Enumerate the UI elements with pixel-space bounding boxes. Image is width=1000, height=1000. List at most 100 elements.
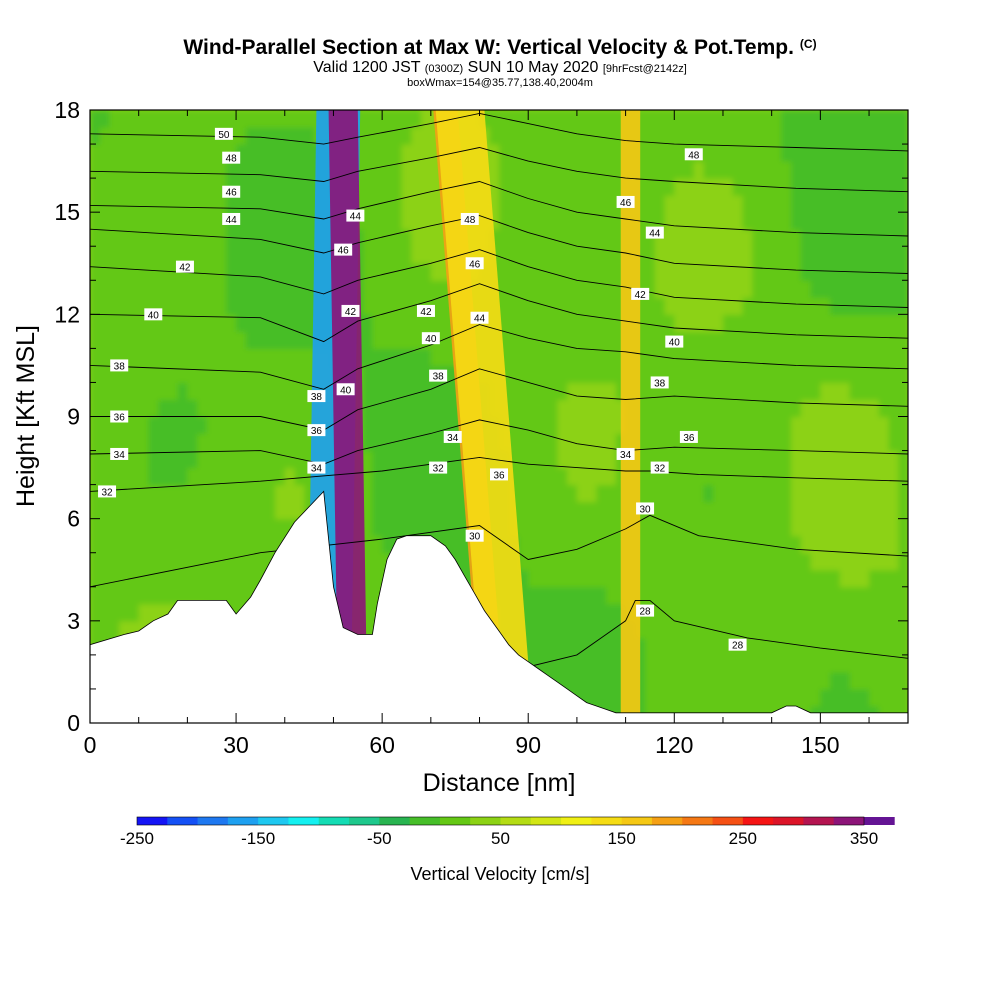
field-cell xyxy=(197,178,208,196)
field-cell xyxy=(557,365,568,384)
contour-label: 44 xyxy=(226,215,238,226)
field-cell xyxy=(401,297,412,315)
field-cell xyxy=(664,620,675,639)
field-cell xyxy=(830,127,841,145)
field-cell xyxy=(800,144,812,162)
field-cell xyxy=(596,365,607,384)
field-cell xyxy=(664,484,675,503)
field-cell xyxy=(372,484,383,503)
field-cell xyxy=(898,382,908,401)
field-cell xyxy=(742,433,753,452)
field-cell xyxy=(596,144,607,162)
field-cell xyxy=(606,501,617,520)
field-cell xyxy=(742,280,753,298)
field-cell xyxy=(177,501,188,520)
field-cell xyxy=(800,671,812,690)
field-cell xyxy=(304,195,315,213)
field-cell xyxy=(791,501,802,520)
field-cell xyxy=(294,331,305,349)
field-cell xyxy=(236,127,247,145)
field-cell xyxy=(99,178,111,196)
field-cell xyxy=(158,399,169,418)
field-cell xyxy=(362,280,374,298)
field-cell xyxy=(460,535,471,554)
field-cell xyxy=(781,501,792,520)
field-cell xyxy=(177,314,188,332)
field-cell xyxy=(362,450,374,469)
field-cell xyxy=(859,450,870,469)
colorbar-swatch xyxy=(773,817,804,825)
field-cell xyxy=(713,246,724,264)
field-cell xyxy=(187,399,198,418)
field-cell xyxy=(177,569,188,588)
field-cell xyxy=(109,195,120,213)
field-cell xyxy=(547,637,559,656)
field-cell xyxy=(878,518,890,537)
field-cell xyxy=(703,314,714,332)
field-cell xyxy=(245,365,257,384)
field-cell xyxy=(148,212,159,230)
field-cell xyxy=(869,416,880,435)
field-cell xyxy=(830,297,841,315)
field-cell xyxy=(654,569,666,588)
field-cell xyxy=(245,212,257,230)
field-cell xyxy=(499,178,510,196)
contour-label-box xyxy=(728,638,747,651)
field-cell xyxy=(586,637,597,656)
field-cell xyxy=(752,637,763,656)
field-cell xyxy=(236,484,247,503)
field-cell xyxy=(109,382,120,401)
field-cell xyxy=(654,110,666,128)
field-cell xyxy=(635,178,646,196)
field-cell xyxy=(820,569,831,588)
field-cell xyxy=(236,280,247,298)
field-cell xyxy=(684,280,695,298)
field-cell xyxy=(830,382,841,401)
field-cell xyxy=(138,331,150,349)
field-cell xyxy=(586,535,597,554)
field-cell xyxy=(596,382,607,401)
field-cell xyxy=(888,331,899,349)
field-cell xyxy=(810,637,821,656)
contour-label-box xyxy=(307,390,326,403)
field-cell xyxy=(878,263,890,281)
field-cell xyxy=(878,297,890,315)
field-cell xyxy=(684,161,695,179)
field-cell xyxy=(362,348,374,367)
field-cell xyxy=(421,229,432,247)
field-cell xyxy=(635,127,646,145)
field-cell xyxy=(158,365,169,384)
field-cell xyxy=(664,467,675,486)
field-cell xyxy=(761,586,773,605)
field-cell xyxy=(245,331,257,349)
field-cell xyxy=(761,654,773,673)
field-cell xyxy=(781,399,792,418)
field-cell xyxy=(138,178,150,196)
field-cell xyxy=(839,433,851,452)
field-cell xyxy=(674,280,685,298)
field-cell xyxy=(206,297,218,315)
field-cell xyxy=(732,195,744,213)
field-cell xyxy=(567,110,578,128)
colorbar-title: Vertical Velocity [cm/s] xyxy=(410,864,589,884)
field-cell xyxy=(849,348,860,367)
field-cell xyxy=(158,178,169,196)
field-cell xyxy=(771,331,783,349)
field-cell xyxy=(693,348,705,367)
contour-label-box xyxy=(645,226,664,239)
field-cell xyxy=(265,161,276,179)
field-cell xyxy=(742,654,753,673)
field-cell xyxy=(791,127,802,145)
field-cell xyxy=(275,518,286,537)
field-cell xyxy=(693,416,705,435)
field-cell xyxy=(226,535,237,554)
field-cell xyxy=(859,671,870,690)
field-cell xyxy=(362,484,374,503)
field-cell xyxy=(119,603,130,622)
field-cell xyxy=(138,280,150,298)
field-cell xyxy=(138,535,150,554)
field-cell xyxy=(128,382,140,401)
field-cell xyxy=(800,450,812,469)
field-cell xyxy=(537,450,549,469)
field-cell xyxy=(645,212,656,230)
